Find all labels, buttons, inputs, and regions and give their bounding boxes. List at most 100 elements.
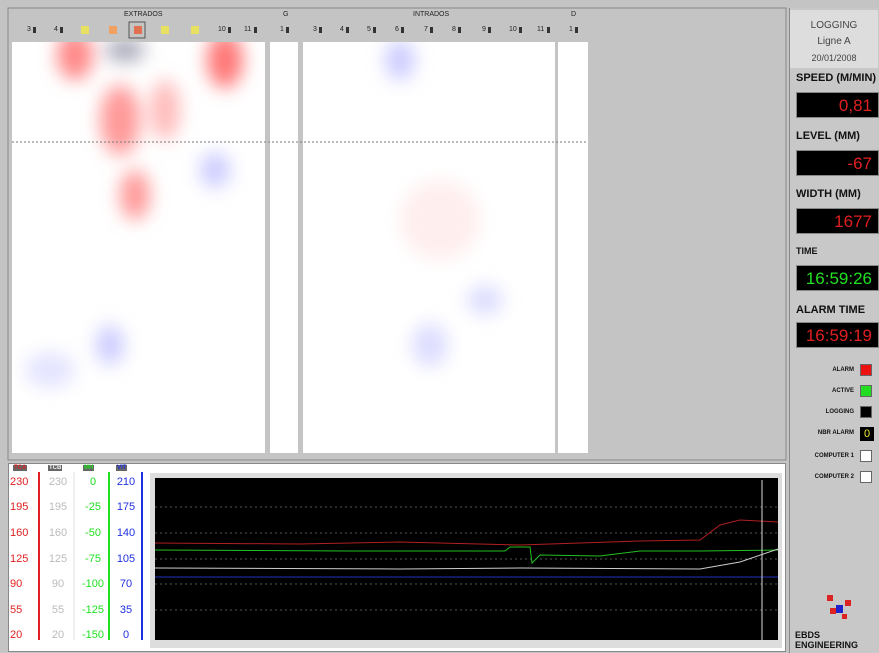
column-icon	[60, 27, 63, 33]
indicator-label: LOGGING	[825, 409, 854, 415]
axis-tick-label: -100	[81, 578, 105, 590]
axis-tick-label: 90	[51, 578, 65, 590]
column-icon	[430, 27, 433, 33]
indicator-lamp	[860, 406, 872, 418]
trace-tcb	[154, 548, 779, 570]
axis-tag: VIT	[116, 465, 128, 471]
column-label: 10	[218, 26, 226, 33]
axis-tick-label: 20	[10, 629, 23, 641]
column-icon	[401, 27, 404, 33]
line-name: Ligne A	[817, 36, 851, 47]
width-label: WIDTH (MM)	[796, 188, 861, 200]
axis-tick-label: 210	[116, 476, 136, 488]
axis-tick-label: -75	[85, 553, 101, 565]
axis-tick-label: 105	[116, 553, 136, 565]
column-label: 11	[244, 26, 252, 33]
axis-tick-label: 160	[10, 527, 29, 539]
axis-tick-label: 70	[119, 578, 133, 590]
group-label: G	[283, 11, 289, 18]
axis-tag: MH	[83, 465, 95, 471]
column-label: 1	[280, 26, 284, 33]
trace-mh	[154, 546, 779, 565]
log-title: LOGGING	[810, 20, 858, 31]
axis-line	[108, 472, 110, 640]
axis-tick-label: -125	[81, 604, 105, 616]
axis-tick-label: 230	[10, 476, 29, 488]
axis-tag: TCA	[13, 465, 28, 471]
column-icon	[373, 27, 376, 33]
column-icon	[319, 27, 322, 33]
axis-tick-label: 175	[116, 501, 136, 513]
column-label: 5	[367, 26, 371, 33]
axis-tick-label: 195	[10, 501, 29, 513]
indicator-lamp	[860, 364, 872, 376]
column-icon	[519, 27, 522, 33]
heat-blobs-2	[385, 42, 503, 367]
axis-line	[38, 472, 40, 640]
column-label: 3	[313, 26, 317, 33]
speed-value: 0,81	[796, 92, 879, 118]
heat-blobs	[25, 42, 243, 388]
alarm-time-label: ALARM TIME	[796, 304, 866, 316]
column-icon	[575, 27, 578, 33]
panel-g	[270, 42, 298, 453]
column-icon	[33, 27, 36, 33]
indicator-label: NBR ALARM	[817, 430, 854, 436]
width-value: 1677	[796, 208, 879, 234]
axis-tick-label: 230	[48, 476, 68, 488]
group-label: D	[571, 11, 577, 18]
time-label: TIME	[796, 246, 818, 256]
level-value: -67	[796, 150, 879, 176]
date: 20/01/2008	[811, 53, 857, 63]
level-label: LEVEL (MM)	[796, 130, 860, 142]
indicator-label: COMPUTER 2	[814, 474, 854, 480]
group-label: EXTRADOS	[124, 11, 163, 18]
time-value: 16:59:26	[796, 265, 879, 291]
axis-tick-label: -150	[81, 629, 105, 641]
trace-tca	[154, 519, 779, 546]
column-icon	[458, 27, 461, 33]
indicator-label: COMPUTER 1	[814, 453, 854, 459]
column-icon	[254, 27, 257, 33]
indicator-lamp	[860, 450, 872, 462]
axis-tick-label: 0	[89, 476, 97, 488]
axis-tick-label: -25	[85, 501, 101, 513]
indicator-label: ACTIVE	[831, 388, 854, 394]
column-label: 4	[54, 26, 58, 33]
column-label: 10	[509, 26, 517, 33]
axis-tick-label: 0	[122, 629, 130, 641]
axis-tick-label: 35	[119, 604, 133, 616]
axis-tick-label: 160	[48, 527, 68, 539]
map-area	[7, 7, 787, 461]
column-label: 7	[424, 26, 428, 33]
log-box: LOGGING Ligne A 20/01/2008	[790, 10, 878, 68]
axis-tick-label: 195	[48, 501, 68, 513]
alarm-time-value: 16:59:19	[796, 322, 879, 348]
axis-line	[73, 472, 75, 640]
axis-tick-label: 55	[10, 604, 23, 616]
indicator-lamp	[860, 471, 872, 483]
axis-tag: TCB	[48, 465, 63, 471]
axis-tick-label: 140	[116, 527, 136, 539]
column-label: 3	[27, 26, 31, 33]
column-icon	[228, 27, 231, 33]
column-label: 8	[452, 26, 456, 33]
column-label: 1	[569, 26, 573, 33]
indicator-label: ALARM	[832, 367, 854, 373]
panel-d	[558, 42, 588, 453]
trend	[150, 473, 782, 648]
logo-text: EBDS ENGINEERING	[795, 630, 859, 650]
frame	[7, 7, 787, 461]
axis-line	[141, 472, 143, 640]
column-label: 6	[395, 26, 399, 33]
column-label: 9	[482, 26, 486, 33]
axis-tick-label: 125	[48, 553, 68, 565]
column-icon	[286, 27, 289, 33]
column-icons	[81, 21, 199, 39]
column-icon	[547, 27, 550, 33]
axis-tick-label: -50	[85, 527, 101, 539]
axis-tick-label: 20	[51, 629, 65, 641]
speed-label: SPEED (M/MIN)	[796, 72, 877, 84]
group-label: INTRADOS	[413, 11, 450, 18]
column-label: 11	[537, 26, 545, 33]
